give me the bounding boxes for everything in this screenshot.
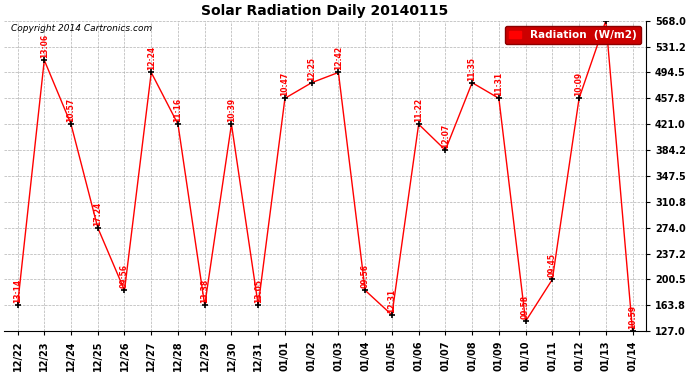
Text: 10:57: 10:57 <box>66 98 75 122</box>
Text: 12:25: 12:25 <box>307 57 316 81</box>
Text: 12:31: 12:31 <box>387 289 396 313</box>
Text: 13:06: 13:06 <box>40 34 49 58</box>
Text: 09:58: 09:58 <box>521 295 530 319</box>
Text: 10:39: 10:39 <box>227 98 236 122</box>
Text: 11:22: 11:22 <box>414 98 423 122</box>
Text: 12:42: 12:42 <box>334 46 343 70</box>
Text: 10:09: 10:09 <box>575 72 584 96</box>
Legend: Radiation  (W/m2): Radiation (W/m2) <box>505 26 641 44</box>
Text: 10:47: 10:47 <box>280 72 289 96</box>
Text: 17:24: 17:24 <box>93 201 102 226</box>
Text: Copyright 2014 Cartronics.com: Copyright 2014 Cartronics.com <box>10 24 152 33</box>
Text: 13:05: 13:05 <box>254 279 263 303</box>
Text: 09:56: 09:56 <box>120 264 129 288</box>
Title: Solar Radiation Daily 20140115: Solar Radiation Daily 20140115 <box>201 4 448 18</box>
Text: 11:31: 11:31 <box>494 72 504 96</box>
Text: 13:14: 13:14 <box>13 279 22 303</box>
Text: 12:24: 12:24 <box>147 46 156 70</box>
Text: 11:16: 11:16 <box>173 98 182 122</box>
Text: 09:56: 09:56 <box>361 264 370 288</box>
Text: 12:07: 12:07 <box>441 124 450 148</box>
Text: 11:35: 11:35 <box>468 57 477 81</box>
Text: 13:38: 13:38 <box>200 279 209 303</box>
Text: 09:45: 09:45 <box>548 254 557 278</box>
Text: 10:59: 10:59 <box>628 305 637 329</box>
